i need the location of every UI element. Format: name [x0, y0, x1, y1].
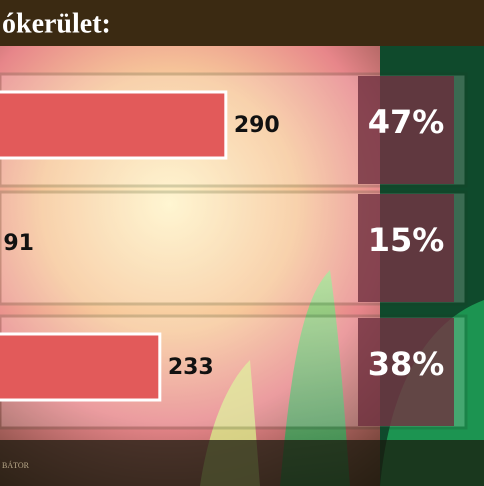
footer-bar	[0, 440, 484, 486]
share-label: 15%	[368, 221, 445, 259]
chart-title: ókerület:	[2, 8, 111, 39]
bar	[0, 92, 226, 158]
chart: ókerület: BÁTOR 290 47% 91 15% 233 38%	[0, 0, 484, 486]
bar	[0, 334, 160, 400]
value-label: 91	[3, 231, 34, 256]
share-label: 47%	[368, 103, 445, 141]
value-label: 233	[168, 355, 214, 380]
value-label: 290	[234, 113, 280, 138]
share-label: 38%	[368, 345, 445, 383]
footer: BÁTOR	[2, 460, 30, 470]
